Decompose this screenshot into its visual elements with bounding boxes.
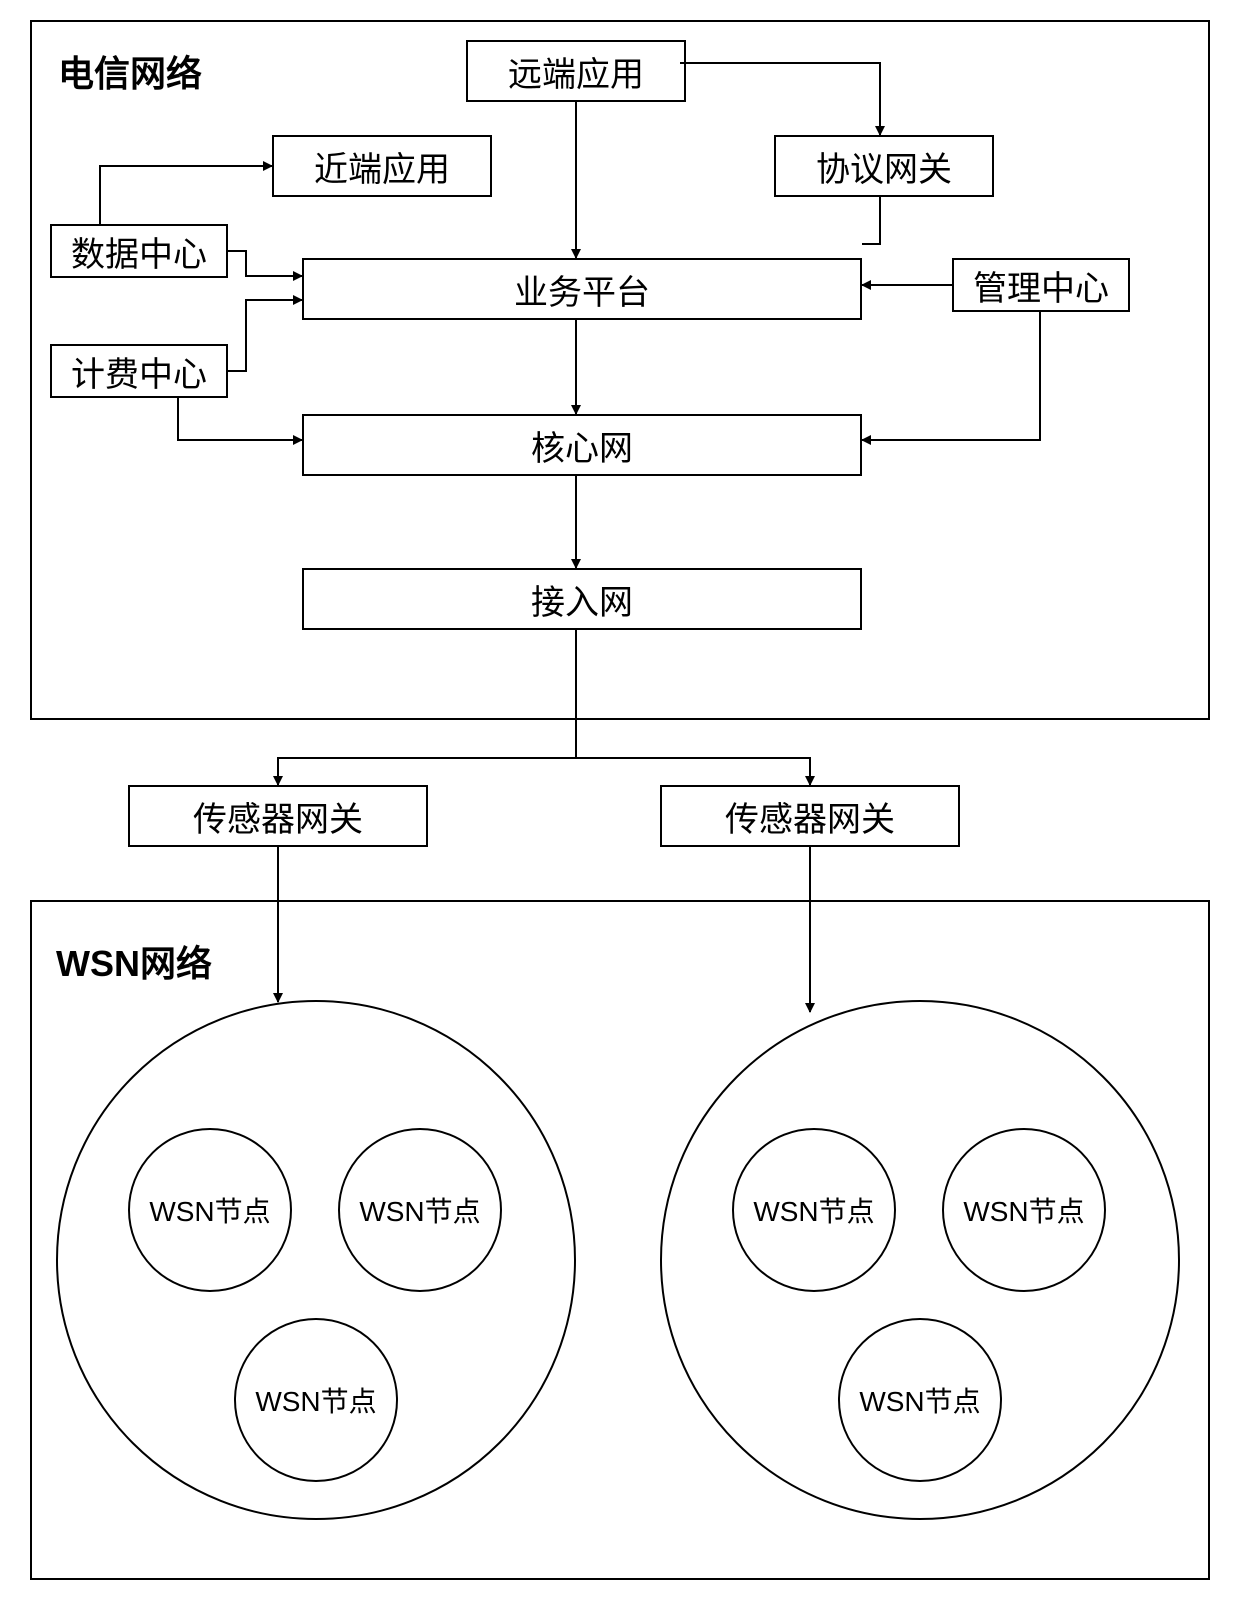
node-data_center: 数据中心 bbox=[50, 224, 228, 278]
wsn-node: WSN节点 bbox=[838, 1318, 1002, 1482]
wsn-node: WSN节点 bbox=[128, 1128, 292, 1292]
node-near_app: 近端应用 bbox=[272, 135, 492, 197]
node-protocol_gw: 协议网关 bbox=[774, 135, 994, 197]
wsn-node: WSN节点 bbox=[942, 1128, 1106, 1292]
wsn-node: WSN节点 bbox=[234, 1318, 398, 1482]
node-sensor_gw2: 传感器网关 bbox=[660, 785, 960, 847]
container-title-telecom: 电信网络 bbox=[58, 45, 202, 97]
container-title-wsn: WSN网络 bbox=[56, 935, 212, 987]
node-billing: 计费中心 bbox=[50, 344, 228, 398]
wsn-node: WSN节点 bbox=[338, 1128, 502, 1292]
node-sensor_gw1: 传感器网关 bbox=[128, 785, 428, 847]
edge-12 bbox=[576, 758, 810, 785]
node-remote_app: 远端应用 bbox=[466, 40, 686, 102]
node-access_net: 接入网 bbox=[302, 568, 862, 630]
node-core_net: 核心网 bbox=[302, 414, 862, 476]
node-mgmt_center: 管理中心 bbox=[952, 258, 1130, 312]
node-svc_platform: 业务平台 bbox=[302, 258, 862, 320]
wsn-node: WSN节点 bbox=[732, 1128, 896, 1292]
